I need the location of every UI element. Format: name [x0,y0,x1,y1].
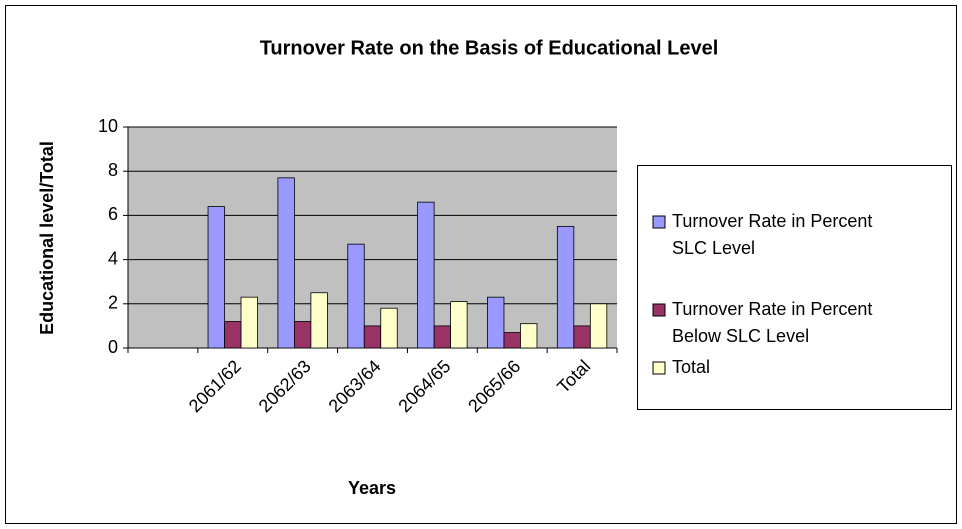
legend [637,165,952,410]
bar [277,177,295,349]
bar [556,226,575,349]
legend-label: Turnover Rate in Percent Below SLC Level [672,299,872,346]
bar [240,296,258,349]
y-axis-label: Educational level/Total [37,141,57,335]
x-axis-label: Years [348,478,396,498]
bar [347,243,365,349]
legend-swatch [652,303,666,317]
y-tick-label: 2 [108,293,118,313]
legend-label: Turnover Rate in Percent SLC Level [672,211,872,258]
bar [450,301,468,349]
y-tick-label: 4 [108,248,118,268]
bar [310,292,328,349]
bar [589,303,608,349]
bar [224,321,242,349]
bar [380,307,398,349]
bar [433,325,452,349]
chart-title: Turnover Rate on the Basis of Educationa… [260,37,719,59]
legend-swatch [652,361,666,375]
bar [487,296,505,349]
bar [520,323,538,349]
y-tick-label: 6 [108,204,118,224]
legend-swatch [652,215,666,229]
bar [363,325,382,349]
y-tick-label: 10 [98,116,118,136]
legend-label: Total [672,357,710,377]
plot-area [128,127,617,348]
bar [503,332,521,349]
bar [417,201,435,349]
bar [573,325,591,349]
y-tick-label: 0 [108,337,118,357]
bar [293,321,312,349]
bar [207,206,225,349]
y-tick-label: 8 [108,160,118,180]
